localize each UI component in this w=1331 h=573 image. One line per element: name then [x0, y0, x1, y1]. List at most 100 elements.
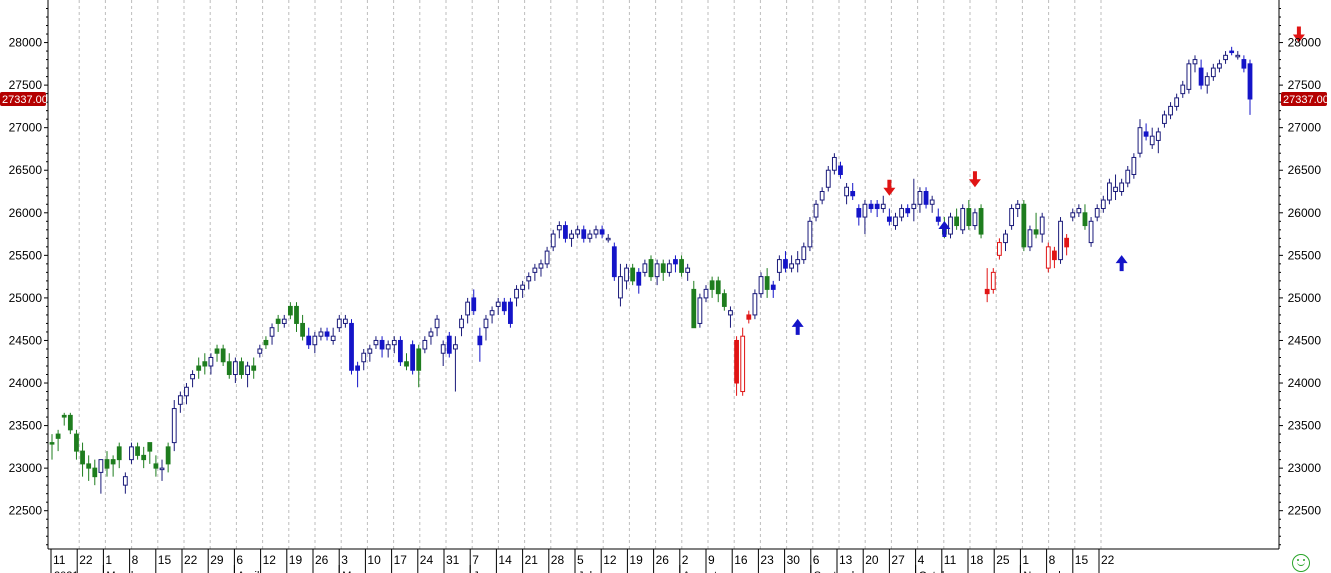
x-tick-label: 11 — [53, 553, 66, 567]
candle-body — [911, 203, 917, 210]
x-tick-label: 6 — [813, 553, 820, 567]
date-axis: 112021221March81522296April1219263May101… — [50, 549, 1115, 573]
candle-body — [1223, 54, 1228, 61]
up-arrow-icon — [1115, 255, 1128, 272]
candle-body — [715, 280, 721, 295]
candle-body — [1235, 54, 1241, 58]
x-tick-label: 22 — [79, 553, 93, 567]
candle-body — [556, 225, 562, 231]
x-tick-label: 8 — [1049, 553, 1056, 567]
candle-body — [783, 259, 788, 269]
candle-body — [141, 454, 147, 461]
candle-body — [807, 220, 813, 248]
candle-body — [538, 263, 544, 269]
right-y-tick-label: 24000 — [1288, 376, 1322, 390]
candle-body — [1003, 233, 1008, 244]
candle-body — [1027, 229, 1033, 248]
x-tick-label: 29 — [210, 553, 224, 567]
candle-body — [483, 318, 489, 329]
x-month-label: August — [683, 570, 717, 573]
candle-body — [966, 208, 972, 227]
x-month-label: April — [237, 570, 259, 573]
candle-body — [666, 263, 672, 273]
smiley-status-icon[interactable] — [1292, 554, 1310, 572]
candle-body — [563, 225, 568, 239]
candle-body — [1137, 127, 1143, 154]
candle-body — [850, 191, 856, 197]
candle-body — [379, 339, 385, 350]
down-arrow-icon — [1292, 26, 1305, 43]
candle-body — [495, 301, 501, 307]
x-month-label: October — [919, 570, 958, 573]
candle-body — [1045, 246, 1051, 269]
x-tick-label: 9 — [708, 553, 715, 567]
candle-body — [312, 335, 318, 346]
candle-body — [159, 467, 165, 471]
candle-body — [361, 352, 367, 363]
candle-body — [1162, 114, 1167, 124]
left-y-tick-label: 24500 — [9, 333, 43, 347]
candle-body — [789, 263, 794, 269]
candle-body — [1143, 131, 1149, 137]
x-tick-label: 16 — [734, 553, 748, 567]
up-arrow-icon — [791, 318, 804, 335]
candle-body — [709, 280, 715, 290]
candle-body — [104, 459, 110, 469]
candle-body — [214, 348, 220, 354]
right-y-tick-label: 25500 — [1288, 248, 1322, 262]
right-y-tick-label: 23000 — [1288, 461, 1322, 475]
x-tick-label: 19 — [629, 553, 643, 567]
candle-body — [1064, 237, 1070, 248]
x-month-label: 2021 — [54, 570, 78, 573]
candle-body — [349, 322, 354, 371]
right-y-tick-label: 27000 — [1288, 121, 1322, 135]
candle-body — [1076, 208, 1082, 214]
candle-body — [984, 288, 990, 295]
right-y-tick-label: 26000 — [1288, 206, 1322, 220]
candle-body — [1210, 67, 1216, 78]
candle-body — [752, 293, 758, 316]
x-tick-label: 20 — [865, 553, 879, 567]
x-tick-label: 5 — [577, 553, 584, 567]
candle-body — [471, 297, 477, 312]
candle-body — [208, 356, 214, 367]
x-tick-label: 12 — [603, 553, 617, 567]
candle-body — [1198, 67, 1204, 86]
candle-body — [135, 446, 140, 456]
candle-body — [844, 186, 849, 197]
candle-body — [532, 267, 538, 273]
candle-body — [599, 229, 605, 235]
x-tick-label: 1 — [1022, 553, 1029, 567]
right-y-tick-label: 23500 — [1288, 419, 1322, 433]
candle-body — [654, 263, 660, 278]
candle-body — [899, 208, 904, 218]
candle-body — [813, 203, 819, 218]
candle-body — [868, 203, 874, 210]
candle-body — [526, 276, 532, 282]
candle-body — [300, 322, 305, 337]
candle-body — [147, 442, 153, 452]
candle-body — [954, 216, 960, 227]
last-price-tags: 27337.00 27337.00 — [0, 91, 1329, 106]
candle-body — [220, 348, 226, 363]
candle-body — [917, 191, 923, 205]
candle-body — [1082, 212, 1088, 227]
x-tick-label: 14 — [498, 553, 512, 567]
x-tick-label: 13 — [839, 553, 853, 567]
x-tick-label: 25 — [996, 553, 1010, 567]
candle-body — [422, 339, 428, 350]
down-arrow-icon — [968, 171, 981, 188]
candle-body — [239, 361, 244, 376]
candle-body — [1149, 135, 1155, 146]
candle-body — [336, 318, 342, 329]
candle-body — [770, 284, 776, 290]
x-tick-label: 26 — [315, 553, 329, 567]
candle-body — [605, 237, 611, 241]
x-tick-label: 26 — [656, 553, 670, 567]
candle-body — [575, 229, 581, 235]
candle-body — [245, 365, 250, 376]
candle-body — [856, 208, 862, 218]
vertical-gridlines — [78, 0, 1102, 549]
candle-body — [263, 339, 269, 346]
